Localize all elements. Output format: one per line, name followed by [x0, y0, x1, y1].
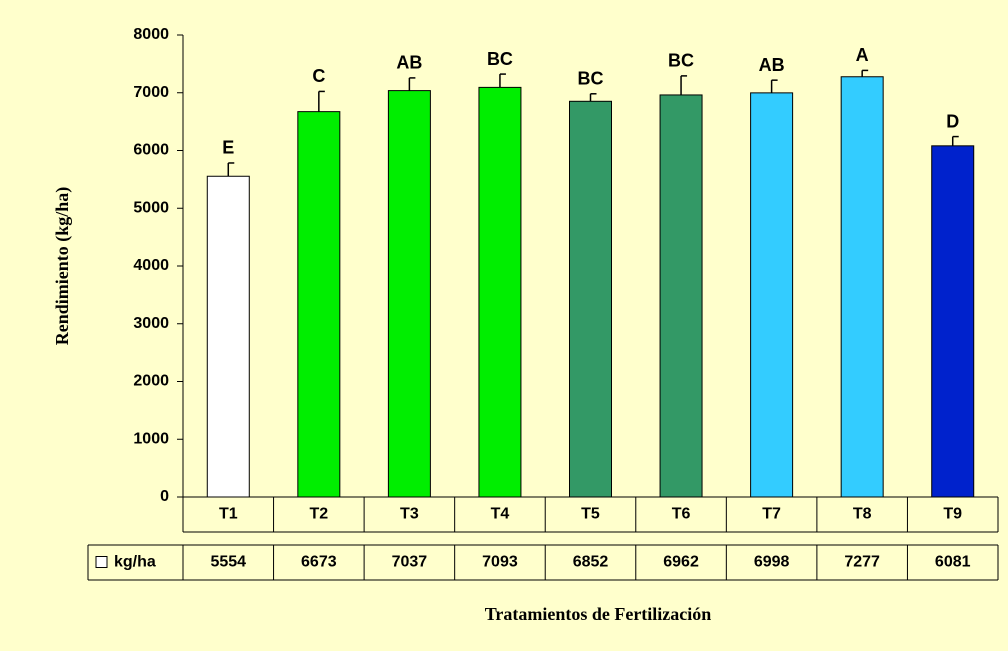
table-value: 7037 [392, 554, 428, 571]
y-tick-label: 8000 [133, 26, 169, 43]
significance-label: BC [487, 49, 513, 69]
x-tick-label: T1 [219, 506, 238, 523]
bar [206, 175, 250, 498]
significance-label: AB [759, 55, 785, 75]
bar [387, 90, 431, 498]
y-tick-label: 0 [160, 488, 169, 505]
x-axis-title: Tratamientos de Fertilización [485, 604, 712, 624]
y-tick-label: 7000 [133, 84, 169, 101]
table-value: 6852 [573, 554, 609, 571]
table-value: 6673 [301, 554, 337, 571]
y-tick-label: 6000 [133, 142, 169, 159]
significance-label: A [856, 45, 869, 65]
bar [659, 94, 703, 498]
x-tick-label: T9 [943, 506, 962, 523]
table-value: 6962 [663, 554, 699, 571]
table-value: 7093 [482, 554, 518, 571]
legend-label: kg/ha [114, 554, 156, 571]
y-tick-label: 4000 [133, 257, 169, 274]
x-tick-label: T7 [762, 506, 781, 523]
significance-label: BC [578, 69, 604, 89]
significance-label: D [946, 111, 959, 131]
significance-label: C [312, 66, 325, 86]
table-value: 7277 [844, 554, 880, 571]
bar [478, 86, 522, 498]
table-value: 6081 [935, 554, 971, 571]
bar [297, 111, 341, 498]
table-value: 5554 [210, 554, 246, 571]
bar [840, 76, 884, 498]
x-tick-label: T8 [853, 506, 872, 523]
y-tick-label: 2000 [133, 373, 169, 390]
x-tick-label: T2 [309, 506, 328, 523]
bar [931, 145, 975, 498]
x-tick-label: T4 [491, 506, 510, 523]
bar [569, 100, 612, 498]
table-value: 6998 [754, 554, 790, 571]
significance-label: E [222, 138, 234, 158]
y-axis-title: Rendimiento (kg/ha) [52, 187, 73, 346]
significance-label: BC [668, 51, 694, 71]
x-tick-label: T3 [400, 506, 419, 523]
significance-label: AB [396, 53, 422, 73]
y-tick-label: 5000 [133, 199, 169, 216]
legend-swatch [95, 556, 108, 568]
x-tick-label: T5 [581, 506, 600, 523]
x-tick-label: T6 [672, 506, 691, 523]
y-tick-label: 3000 [133, 315, 169, 332]
bar [750, 92, 794, 498]
y-tick-label: 1000 [133, 430, 169, 447]
